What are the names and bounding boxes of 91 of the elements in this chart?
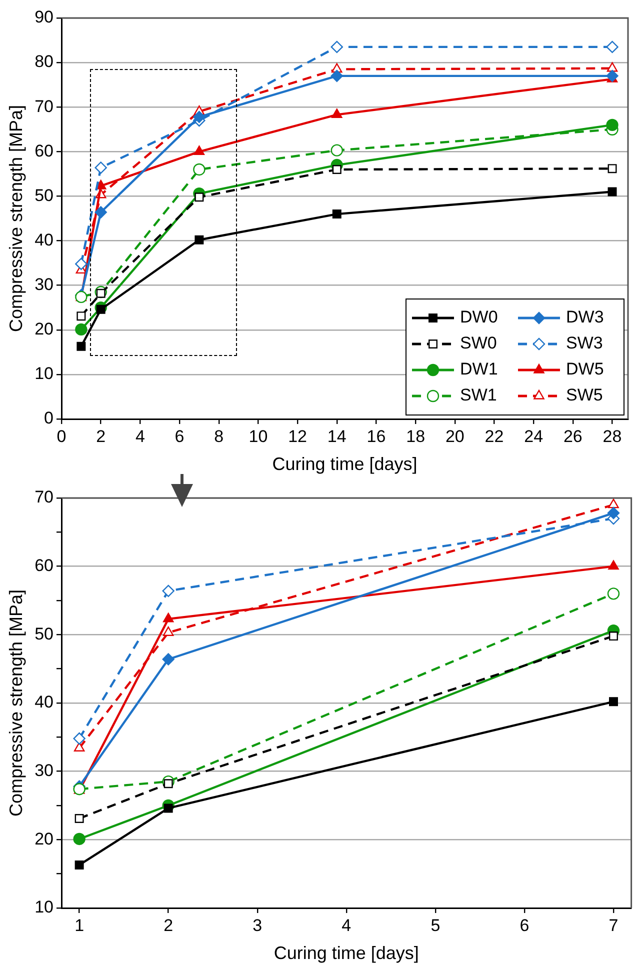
point — [73, 732, 86, 745]
x-tick-label: 7 — [608, 916, 618, 935]
y-tick-label: 20 — [34, 320, 54, 339]
point — [609, 632, 618, 641]
x-tick-label: 4 — [342, 916, 352, 935]
y-tick-label: 30 — [34, 275, 54, 294]
point — [76, 342, 86, 351]
point — [162, 653, 174, 666]
point — [608, 164, 617, 174]
point — [75, 323, 88, 336]
y-tick-label: 0 — [44, 408, 54, 428]
x-axis-title: Curing time [days] — [274, 943, 419, 964]
x-tick-label: 12 — [288, 426, 308, 446]
x-tick-label: 5 — [430, 916, 440, 935]
point — [330, 70, 343, 82]
x-axis-title: Curing time [days] — [272, 454, 418, 474]
x-tick-label: 6 — [520, 916, 530, 935]
x-tick-label: 18 — [406, 426, 426, 446]
x-tick-label: 6 — [174, 426, 184, 446]
y-tick-label: 30 — [34, 761, 54, 780]
point — [75, 258, 88, 270]
legend-label: SW0 — [460, 334, 497, 353]
legend-label: DW5 — [566, 360, 604, 379]
y-tick-label: 10 — [34, 898, 54, 917]
point — [162, 626, 174, 636]
y-tick-label: 60 — [34, 556, 54, 576]
x-tick-label: 10 — [248, 426, 268, 446]
point — [76, 312, 86, 321]
x-tick-label: 22 — [484, 426, 504, 446]
point — [332, 108, 342, 118]
point — [73, 832, 86, 846]
point — [162, 612, 174, 622]
point — [332, 165, 342, 174]
y-tick-label: 40 — [34, 692, 54, 712]
y-tick-label: 40 — [34, 230, 54, 250]
point — [164, 779, 173, 788]
y-tick-label: 80 — [34, 52, 54, 72]
y-tick-label: 20 — [34, 829, 54, 848]
x-tick-label: 3 — [252, 916, 262, 935]
y-axis-title: Compressive strength [MPa] — [6, 589, 26, 817]
x-tick-label: 8 — [214, 426, 224, 446]
point — [608, 560, 619, 570]
point — [330, 40, 343, 54]
point — [606, 118, 618, 132]
point — [608, 498, 619, 508]
point — [609, 697, 618, 706]
y-axis-title: Compressive strength [MPa] — [6, 104, 26, 332]
point — [194, 235, 204, 244]
x-tick-label: 2 — [96, 426, 106, 446]
point — [606, 70, 618, 82]
x-tick-label: 20 — [445, 426, 464, 446]
point — [330, 144, 343, 156]
point — [94, 206, 107, 218]
y-tick-label: 60 — [34, 141, 54, 160]
y-tick-label: 90 — [34, 8, 54, 27]
y-tick-label: 50 — [34, 186, 54, 205]
legend-label: SW5 — [566, 386, 603, 405]
x-tick-label: 4 — [135, 426, 145, 446]
x-tick-label: 2 — [164, 916, 174, 935]
x-tick-label: 0 — [56, 426, 66, 446]
point — [74, 860, 84, 870]
legend-label: DW0 — [460, 308, 498, 327]
x-tick-label: 14 — [327, 426, 346, 446]
point — [74, 814, 84, 823]
legend-label: SW1 — [460, 386, 497, 405]
point — [606, 62, 618, 72]
point — [606, 40, 618, 54]
point — [607, 506, 620, 520]
point — [194, 192, 204, 202]
point — [164, 804, 173, 813]
point — [193, 110, 206, 124]
y-tick-label: 70 — [34, 488, 54, 507]
y-tick-label: 50 — [34, 624, 54, 644]
x-tick-label: 24 — [524, 426, 544, 446]
point — [94, 162, 107, 174]
legend-label: DW1 — [460, 360, 498, 379]
point — [608, 187, 617, 196]
point — [162, 584, 174, 598]
x-tick-label: 1 — [74, 916, 84, 935]
point — [332, 210, 342, 219]
legend-label: SW3 — [566, 334, 603, 353]
y-tick-label: 10 — [34, 364, 54, 384]
point — [194, 146, 205, 156]
y-tick-label: 70 — [34, 96, 54, 116]
point — [96, 304, 106, 314]
point — [95, 180, 106, 190]
legend-label: DW3 — [566, 308, 604, 327]
x-tick-label: 28 — [602, 426, 622, 446]
point — [74, 742, 85, 752]
x-tick-label: 26 — [563, 426, 582, 446]
x-tick-label: 16 — [366, 426, 386, 446]
